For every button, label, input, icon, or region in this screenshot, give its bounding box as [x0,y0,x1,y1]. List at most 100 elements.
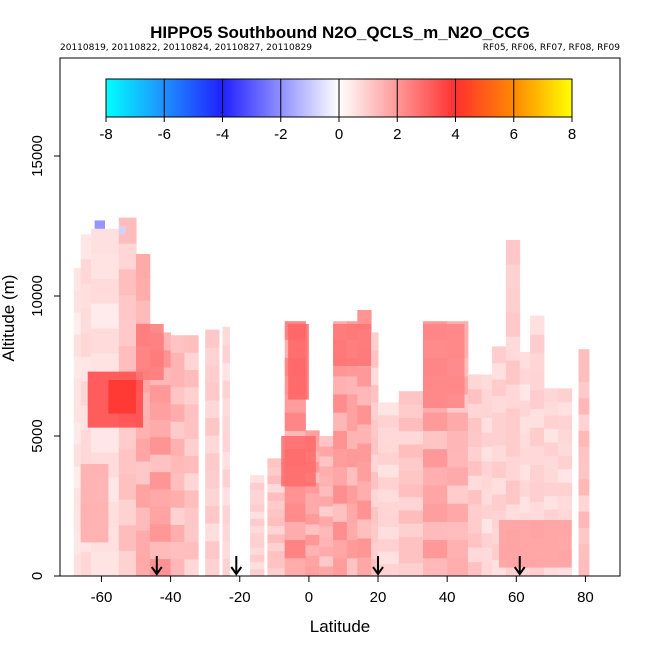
plot-frame [59,57,621,577]
heatmap-cell [118,524,137,551]
heatmap-cell [250,475,265,483]
heatmap-cell [222,398,230,417]
heatmap-cell [467,489,483,505]
heatmap-cell [205,452,220,471]
heatmap-cell [136,507,151,531]
heatmap-cell [481,460,493,476]
heatmap-cell [398,444,424,458]
heatmap-cell [378,489,400,503]
colorbar-tick-label: -8 [99,126,112,143]
heatmap-cell [170,507,185,525]
heatmap-cell [170,386,185,405]
heatmap-cell [205,558,220,577]
heatmap-cell [333,466,348,486]
heatmap-cell [184,404,199,422]
heatmap-cell [91,278,120,304]
heatmap-cell [149,471,172,490]
heatmap-cell [530,427,545,447]
heatmap-cell [305,492,320,504]
heatmap-cell [423,412,448,431]
heatmap-cell [333,375,348,395]
heatmap-cell [530,371,545,391]
heatmap-cell [378,452,400,465]
heatmap-cell [481,403,493,419]
heatmap-cell [467,388,483,404]
heatmap-cell [222,469,230,488]
heatmap-cell [544,495,559,510]
heatmap-cell [136,461,151,485]
heatmap-cell [136,300,151,324]
heatmap-cell [250,540,265,548]
heatmap-cell [467,417,483,433]
chart-subtitle-flights: RF05, RF06, RF07, RF08, RF09 [483,43,621,53]
heatmap-cell [519,464,531,481]
heatmap-cell [267,559,286,569]
heatmap-cell [578,527,590,545]
heatmap-cell [149,489,172,507]
heatmap-cell [205,347,220,366]
colorbar-tick-label: 8 [568,126,576,143]
arrow-markers [150,556,526,576]
heatmap-cell [184,352,199,371]
heatmap-anomaly-patch [94,220,105,229]
x-tick-label: -40 [160,589,182,606]
heatmap-cell [544,482,559,497]
heatmap-cell [447,521,469,541]
heatmap-cell [423,448,448,468]
heatmap-cell [250,532,265,541]
heatmap-cell [357,500,372,520]
heatmap-cell [170,524,185,543]
heatmap-cell [578,430,590,447]
heatmap-cell [346,503,358,522]
heatmap-cell [170,438,185,457]
heatmap-cell [118,294,137,321]
heatmap-cell [284,503,306,522]
heatmap-cell [398,523,424,537]
colorbar-tick-label: 6 [510,126,518,143]
heatmap-cell [91,328,120,354]
heatmap-cell [530,390,545,410]
heatmap-cell [205,523,220,542]
heatmap-cell [378,464,400,478]
heatmap-cell [378,538,400,552]
heatmap-cell [378,526,400,540]
heatmap-cell [578,478,590,496]
arrow-marker-head [513,566,526,576]
heatmap-cell [250,482,265,491]
heatmap-cell [578,462,590,480]
colorbar: -8 -6 -4 -2 0 2 4 6 8 [99,78,576,143]
heatmap-cell [578,365,590,383]
heatmap-cell [267,492,286,501]
heatmap-cell [250,496,265,505]
heatmap-cell [544,509,559,523]
y-tick-label: 10000 [29,275,46,317]
heatmap-cell [305,544,320,556]
heatmap-cell [481,547,493,563]
heatmap-cell [170,369,185,388]
heatmap-cell [371,506,379,525]
heatmap-cell [184,472,199,491]
heatmap-cell [80,307,92,333]
heatmap-cell [136,553,151,577]
heatmap-cell [505,240,521,265]
heatmap-cell [505,432,521,457]
heatmap-cell [118,499,137,526]
heatmap-cell [222,540,230,559]
heatmap-cell [371,402,379,420]
heatmap-cell [118,320,137,347]
heatmap-cell [319,466,334,477]
heatmap-cell [505,312,521,337]
arrow-marker-head [372,566,384,576]
heatmap-cell [284,521,306,541]
heatmap-cell [305,555,320,567]
heatmap-cell [423,539,448,559]
heatmap-anomaly-patch [423,324,465,408]
heatmap-cell [557,388,573,403]
heatmap-cell [481,374,493,390]
heatmap-cell [170,541,185,560]
heatmap-cell [481,489,493,505]
heatmap-cell [305,565,320,577]
heatmap-anomaly-patch [333,324,372,366]
heatmap-cell [398,470,424,485]
heatmap-cell [544,401,559,416]
